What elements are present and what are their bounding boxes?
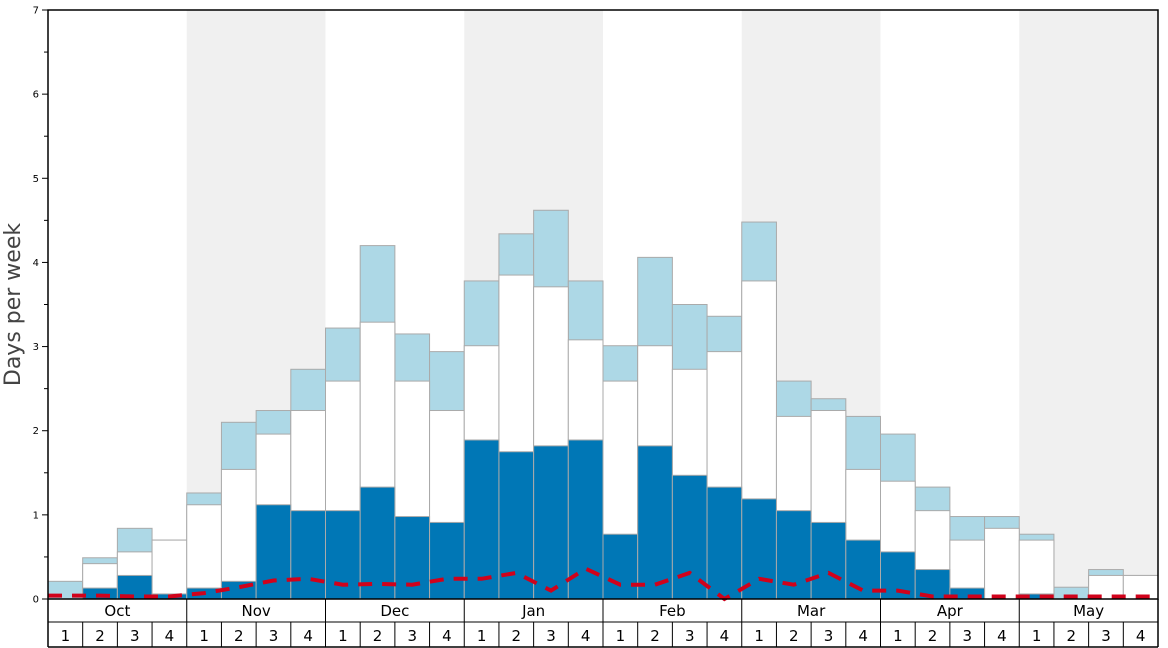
week-label: 3 — [685, 627, 695, 645]
week-label: 2 — [789, 627, 799, 645]
week-label: 3 — [1101, 627, 1111, 645]
y-tick-label: 3 — [33, 342, 39, 353]
month-label: May — [1073, 602, 1104, 620]
week-label: 4 — [720, 627, 730, 645]
bar-white — [1018, 539, 1055, 600]
y-tick-label: 2 — [33, 426, 39, 437]
bar-white — [186, 504, 222, 600]
week-label: 3 — [824, 627, 834, 645]
week-label: 1 — [338, 627, 348, 645]
bar-white — [220, 468, 257, 600]
week-label: 3 — [130, 627, 140, 645]
week-label: 1 — [61, 627, 71, 645]
week-label: 2 — [928, 627, 938, 645]
month-label: Oct — [104, 602, 130, 620]
month-label: Mar — [797, 602, 826, 620]
week-label: 2 — [234, 627, 244, 645]
bar-dark — [602, 533, 639, 600]
week-label: 2 — [1067, 627, 1077, 645]
bar-dark — [637, 445, 673, 600]
month-band — [1019, 10, 1158, 599]
bar-white — [151, 539, 188, 600]
week-label: 2 — [95, 627, 105, 645]
x-axis: Oct Nov Dec Jan Feb Mar Apr May 1 2 3 4 1 2 3 4 1 2 3 4 1 2 3 4… — [47, 599, 1159, 648]
week-label: 4 — [303, 627, 313, 645]
bar-dark — [290, 510, 326, 600]
y-tick-label: 5 — [33, 174, 39, 185]
month-label: Feb — [659, 602, 686, 620]
bar-dark — [533, 445, 569, 600]
y-tick-label: 6 — [33, 90, 39, 101]
week-label: 1 — [199, 627, 209, 645]
week-label: 4 — [165, 627, 175, 645]
bar-dark — [810, 521, 847, 600]
bar-dark — [463, 439, 500, 600]
week-label: 1 — [893, 627, 903, 645]
bar-dark — [429, 521, 465, 600]
week-label: 4 — [581, 627, 591, 645]
y-tick-label: 0 — [33, 595, 39, 606]
y-tick-label: 1 — [33, 510, 39, 521]
week-label: 4 — [858, 627, 868, 645]
week-label: 3 — [407, 627, 417, 645]
dashed-line-group — [48, 566, 1158, 602]
dashed-line — [48, 566, 1158, 602]
month-label: Jan — [521, 602, 545, 620]
bar-dark — [671, 474, 708, 600]
y-axis: 0 1 2 3 4 5 6 7 — [33, 6, 48, 606]
bar-dark — [359, 486, 396, 600]
week-label: 1 — [477, 627, 487, 645]
week-label: 3 — [546, 627, 556, 645]
week-label: 1 — [616, 627, 626, 645]
week-label: 2 — [512, 627, 522, 645]
week-label: 4 — [1136, 627, 1146, 645]
month-label: Nov — [241, 602, 270, 620]
week-label: 3 — [269, 627, 279, 645]
y-tick-label: 7 — [33, 6, 39, 17]
week-label: 2 — [650, 627, 660, 645]
bar-dark — [706, 486, 743, 600]
y-axis-title: Days per week — [1, 223, 26, 386]
week-label: 4 — [442, 627, 452, 645]
bar-group — [47, 209, 1159, 600]
month-label: Dec — [380, 602, 409, 620]
week-label: 2 — [373, 627, 383, 645]
bar-dark — [255, 504, 292, 600]
y-tick-label: 4 — [33, 258, 39, 269]
week-label: 1 — [754, 627, 764, 645]
week-label: 1 — [1032, 627, 1042, 645]
week-label: 4 — [997, 627, 1007, 645]
week-label: 3 — [962, 627, 972, 645]
month-label: Apr — [937, 602, 964, 620]
bar-white — [984, 527, 1020, 600]
